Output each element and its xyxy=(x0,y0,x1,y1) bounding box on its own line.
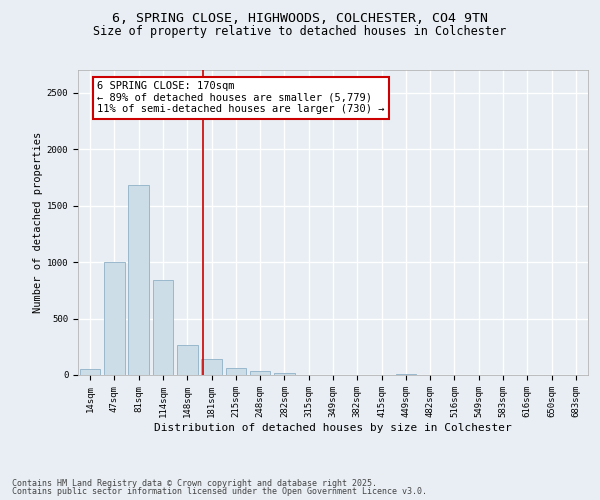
Text: 6, SPRING CLOSE, HIGHWOODS, COLCHESTER, CO4 9TN: 6, SPRING CLOSE, HIGHWOODS, COLCHESTER, … xyxy=(112,12,488,26)
Bar xyxy=(128,185,149,375)
Bar xyxy=(104,262,125,375)
Text: Contains public sector information licensed under the Open Government Licence v3: Contains public sector information licen… xyxy=(12,487,427,496)
Text: 6 SPRING CLOSE: 170sqm
← 89% of detached houses are smaller (5,779)
11% of semi-: 6 SPRING CLOSE: 170sqm ← 89% of detached… xyxy=(97,82,385,114)
Bar xyxy=(201,358,222,375)
Bar xyxy=(274,374,295,375)
Text: Size of property relative to detached houses in Colchester: Size of property relative to detached ho… xyxy=(94,25,506,38)
Bar xyxy=(395,374,416,375)
X-axis label: Distribution of detached houses by size in Colchester: Distribution of detached houses by size … xyxy=(154,422,512,432)
Bar xyxy=(80,369,100,375)
Bar xyxy=(226,368,246,375)
Bar xyxy=(177,344,197,375)
Text: Contains HM Land Registry data © Crown copyright and database right 2025.: Contains HM Land Registry data © Crown c… xyxy=(12,478,377,488)
Bar xyxy=(250,371,271,375)
Bar xyxy=(152,280,173,375)
Y-axis label: Number of detached properties: Number of detached properties xyxy=(32,132,43,313)
